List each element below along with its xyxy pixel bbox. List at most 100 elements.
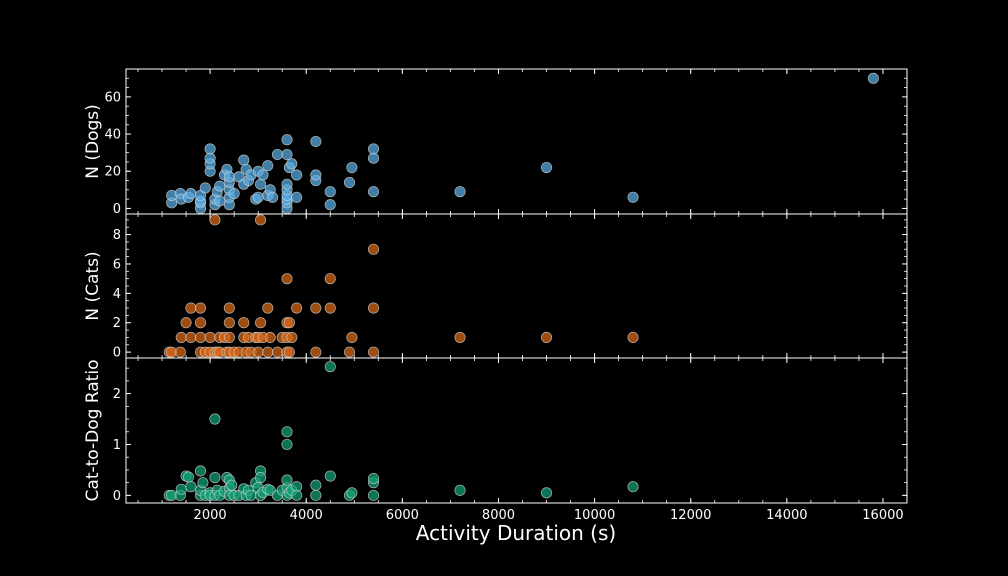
data-point xyxy=(346,487,358,499)
data-point xyxy=(291,191,303,203)
x-tick-label: 8000 xyxy=(482,508,515,523)
x-tick-label: 4000 xyxy=(290,508,323,523)
data-point xyxy=(627,191,639,203)
data-point xyxy=(291,169,303,181)
y-tick-label: 40 xyxy=(104,128,121,143)
data-point xyxy=(194,302,207,314)
x-axis-label: Activity Duration (s) xyxy=(416,521,616,545)
data-point xyxy=(310,489,322,501)
data-point xyxy=(255,472,267,484)
data-point xyxy=(214,180,226,192)
data-point xyxy=(281,474,293,486)
data-point xyxy=(223,171,235,183)
data-point xyxy=(324,186,336,198)
data-point xyxy=(286,158,298,170)
data-point xyxy=(197,477,209,489)
data-point xyxy=(194,331,207,343)
y-tick-label: 2 xyxy=(113,316,121,331)
data-point xyxy=(175,483,187,495)
y-tick-label: 0 xyxy=(113,489,121,504)
data-point xyxy=(214,195,226,207)
series-points xyxy=(166,72,879,214)
data-point xyxy=(255,214,267,226)
data-point xyxy=(310,346,322,358)
x-tick-label: 6000 xyxy=(386,508,419,523)
data-point xyxy=(454,186,466,198)
y-tick-label: 60 xyxy=(104,90,121,105)
data-point xyxy=(454,484,466,496)
data-point xyxy=(281,273,293,285)
data-point xyxy=(271,148,283,161)
y-tick-label: 0 xyxy=(113,346,121,361)
y-tick-label: 20 xyxy=(104,165,121,180)
data-point xyxy=(281,148,293,161)
data-point xyxy=(194,317,207,329)
data-point xyxy=(271,346,283,358)
data-point xyxy=(228,188,240,200)
data-point xyxy=(367,302,380,314)
data-point xyxy=(262,346,274,358)
data-point xyxy=(346,331,358,343)
data-point xyxy=(204,152,216,164)
y-tick-label: 4 xyxy=(113,287,121,302)
data-point xyxy=(281,134,293,146)
data-point xyxy=(199,182,211,194)
data-point xyxy=(238,317,250,329)
data-point xyxy=(367,243,380,255)
data-point xyxy=(286,331,298,343)
data-point xyxy=(194,465,207,477)
data-point xyxy=(185,481,197,493)
panel-1: 0 20 40 60N (Dogs) xyxy=(83,68,908,217)
data-point xyxy=(367,489,380,501)
data-point xyxy=(175,331,187,343)
data-point xyxy=(264,331,276,343)
data-point xyxy=(267,191,279,203)
data-point xyxy=(324,470,336,482)
data-point xyxy=(204,331,216,343)
data-point xyxy=(209,214,221,226)
y-axis-label: N (Cats) xyxy=(83,251,103,320)
data-point xyxy=(204,143,216,155)
data-point xyxy=(262,302,274,314)
data-point xyxy=(283,317,295,329)
data-point xyxy=(867,72,879,84)
data-point xyxy=(255,178,267,190)
data-point xyxy=(540,161,553,174)
data-point xyxy=(367,186,380,198)
data-point xyxy=(291,489,303,501)
data-point xyxy=(454,331,466,343)
data-point xyxy=(310,302,322,314)
y-tick-label: 0 xyxy=(113,202,121,217)
data-point xyxy=(283,346,295,358)
y-axis-label: Cat-to-Dog Ratio xyxy=(83,360,103,502)
data-point xyxy=(209,413,221,425)
data-point xyxy=(209,472,221,484)
data-point xyxy=(324,199,336,211)
data-point xyxy=(174,346,186,358)
data-point xyxy=(185,302,197,314)
y-tick-label: 8 xyxy=(113,228,121,243)
data-point xyxy=(310,169,322,181)
data-point xyxy=(182,471,195,483)
series-points xyxy=(163,214,639,358)
y-tick-label: 6 xyxy=(113,257,121,272)
data-point xyxy=(343,346,356,358)
data-point xyxy=(252,346,264,358)
data-point xyxy=(310,479,322,491)
y-tick-label: 2 xyxy=(113,387,121,402)
panel-frame xyxy=(125,357,908,504)
x-tick-label: 14000 xyxy=(766,508,807,523)
data-point xyxy=(281,438,293,451)
data-point xyxy=(540,331,553,343)
data-point xyxy=(291,302,303,314)
data-point xyxy=(255,317,267,329)
data-point xyxy=(627,481,639,493)
data-point xyxy=(185,188,197,200)
data-point xyxy=(540,487,553,499)
data-point xyxy=(262,160,274,172)
data-point xyxy=(281,178,293,190)
data-point xyxy=(257,169,269,181)
data-point xyxy=(223,317,235,329)
data-point xyxy=(281,426,293,438)
data-point xyxy=(252,191,264,203)
